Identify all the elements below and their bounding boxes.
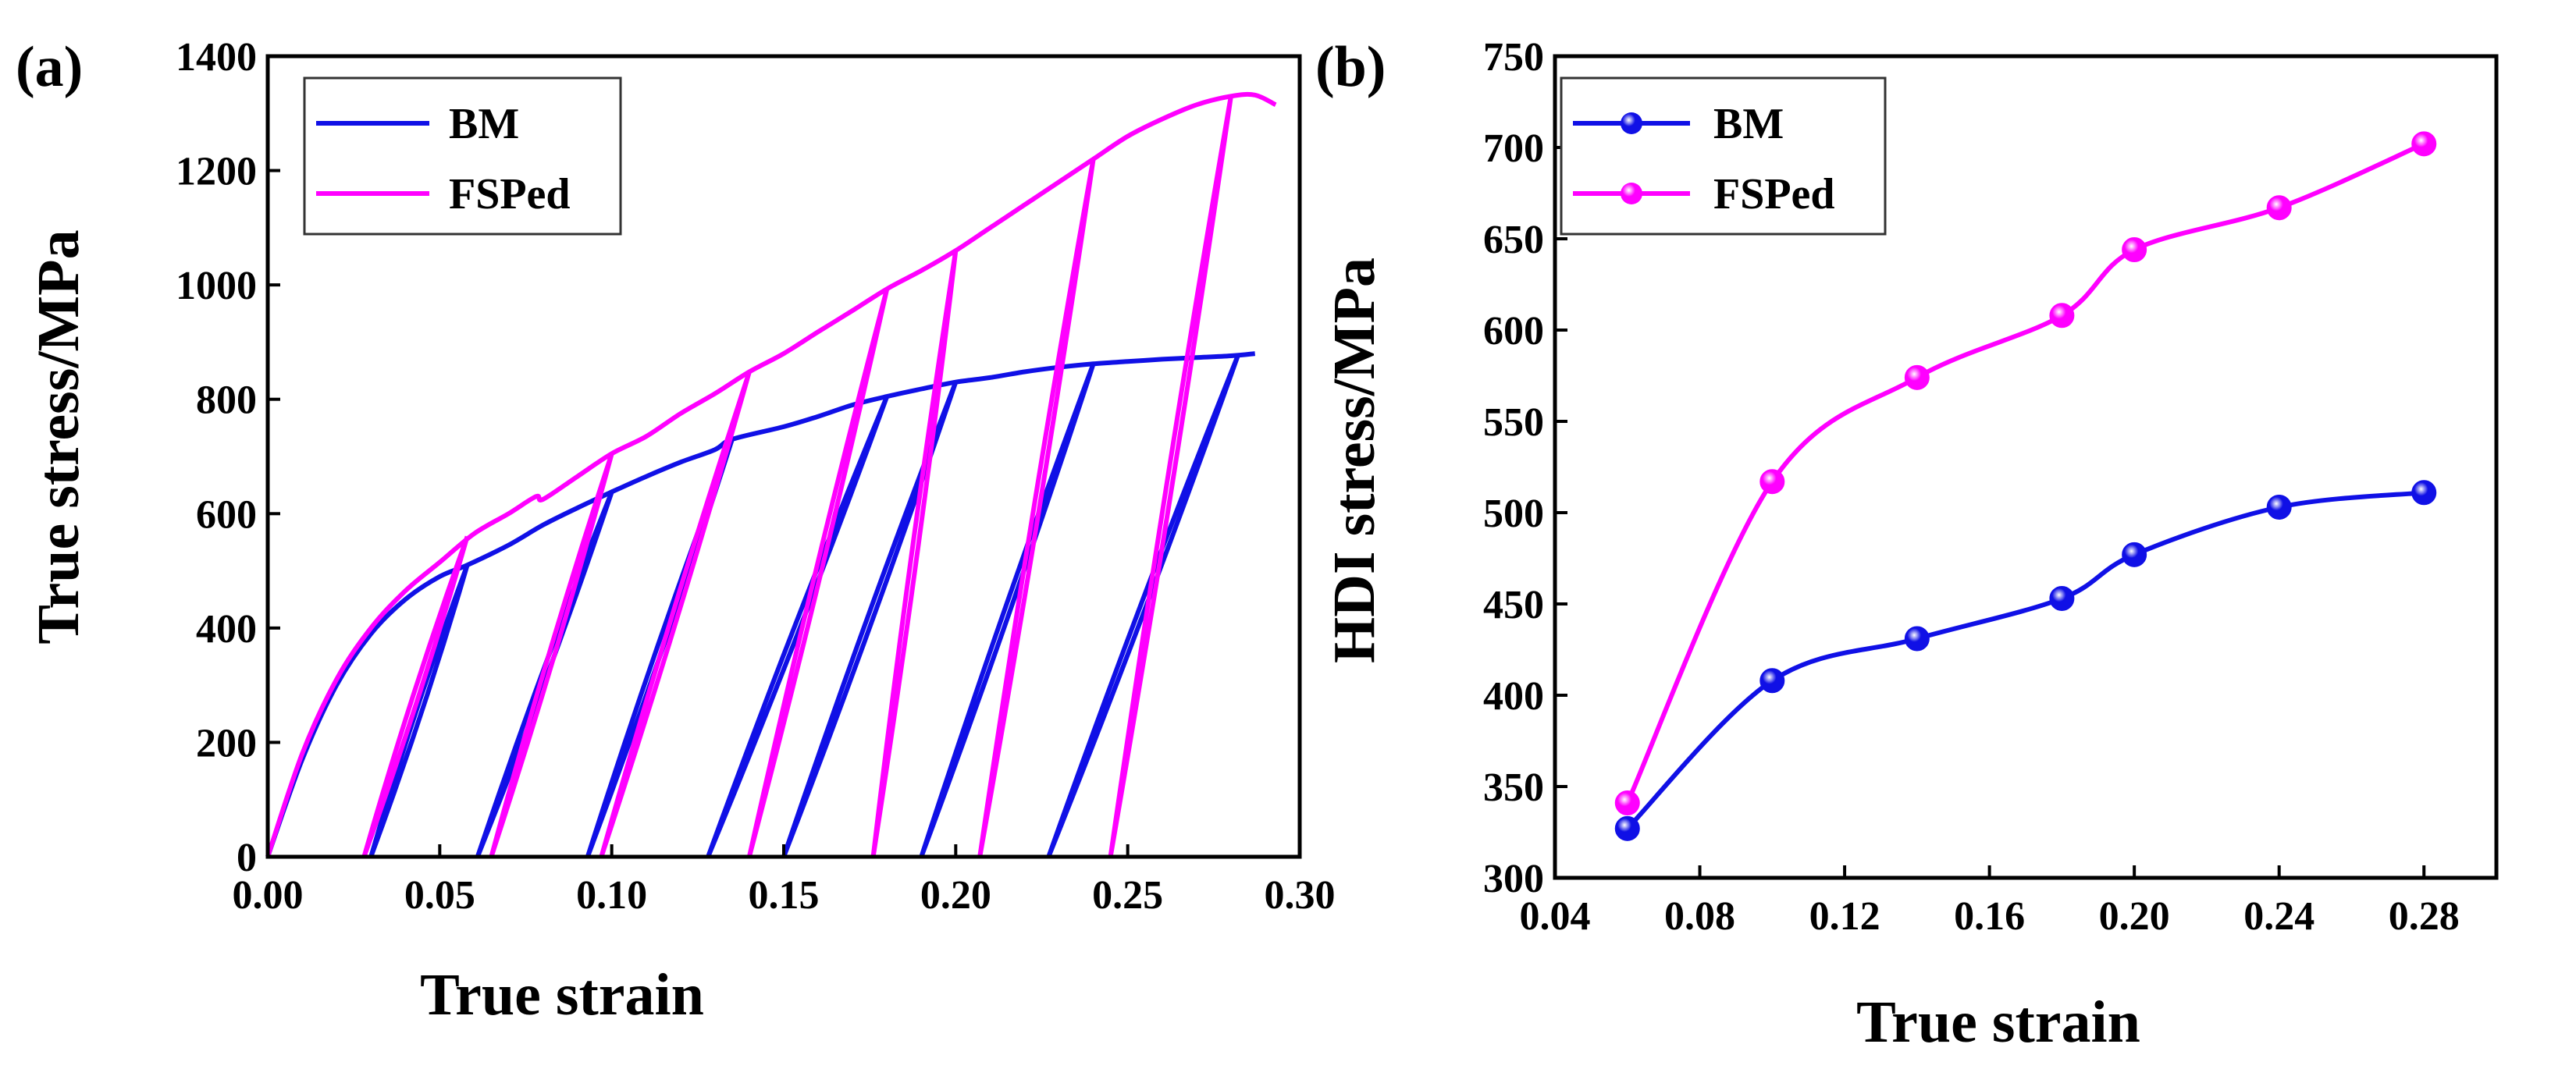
- b-x-tick-label: 0.20: [2099, 894, 2170, 939]
- panel-a-legend-bm-label: BM: [449, 100, 519, 148]
- panel-a-fsped-cycle-loop-5: [870, 250, 959, 858]
- panel-b-legend-fsped-marker: [1621, 183, 1642, 204]
- panel-b-fsped-point: [1759, 469, 1785, 495]
- a-x-tick-label: 0.30: [1265, 873, 1336, 918]
- panel-a-bm-cycle-loop-7: [1046, 354, 1240, 858]
- b-x-tick-label: 0.24: [2243, 894, 2314, 939]
- panel-b-x-axis-label: True strain: [1856, 989, 2140, 1055]
- panel-b-x-ticks: 0.04 0.08 0.12 0.16 0.20 0.24 0.28: [1520, 865, 2460, 939]
- panel-b-points: [1614, 131, 2437, 841]
- b-y-tick-label: 650: [1483, 218, 1544, 262]
- a-y-tick-label: 200: [196, 721, 257, 765]
- panel-b-fsped-point: [2411, 131, 2437, 157]
- b-x-tick-label: 0.08: [1664, 894, 1735, 939]
- panel-b-label: (b): [1315, 35, 1386, 99]
- a-x-tick-label: 0.20: [920, 873, 991, 918]
- panel-a-x-axis-label: True strain: [420, 962, 704, 1028]
- panel-b-bm-point: [2411, 480, 2437, 506]
- a-y-tick-label: 800: [196, 378, 257, 423]
- panel-b-fsped-line: [1625, 141, 2425, 804]
- panel-a-fsped-cycle-loop-6: [977, 158, 1096, 858]
- a-x-tick-label: 0.15: [749, 873, 820, 918]
- panel-b-lines: [1625, 141, 2425, 830]
- b-y-tick-label: 550: [1483, 400, 1544, 445]
- panel-b-bm-point: [2049, 585, 2075, 611]
- panel-b-legend: BM FSPed: [1560, 76, 1887, 236]
- panel-a-fsped-envelope-line: [265, 91, 1277, 858]
- a-y-tick-label: 1000: [176, 264, 257, 308]
- panel-a-bm-cycle-loop-4: [706, 395, 890, 858]
- b-x-tick-label: 0.28: [2389, 894, 2460, 939]
- panel-a-legend-fsped-label: FSPed: [449, 170, 571, 218]
- panel-a-fsped-cycle-loop-7: [1108, 95, 1233, 858]
- b-x-tick-label: 0.16: [1954, 894, 2025, 939]
- b-y-tick-label: 500: [1483, 492, 1544, 536]
- panel-b-fsped-point: [2122, 237, 2147, 263]
- panel-b-bm-point: [1759, 668, 1785, 694]
- a-x-tick-label: 0.10: [576, 873, 647, 918]
- panel-b-bm-line: [1625, 490, 2425, 830]
- panel-a-y-ticks: 0 200 400 600 800 1000 1200 1400: [176, 35, 280, 880]
- panel-b-fsped-point: [2266, 195, 2292, 221]
- a-x-tick-label: 0.00: [233, 873, 304, 918]
- a-x-tick-label: 0.05: [404, 873, 475, 918]
- a-y-tick-label: 1200: [176, 150, 257, 194]
- panel-a-y-axis-label: True stress/MPa: [26, 229, 91, 644]
- panel-a-label: (a): [16, 35, 83, 99]
- panel-b-y-ticks: 300 350 400 450 500 550 600 650 700 750: [1483, 35, 1567, 901]
- panel-b-legend-fsped-label: FSPed: [1713, 170, 1835, 218]
- panel-b-bm-point: [1904, 626, 1930, 652]
- panel-b-legend-bm-label: BM: [1713, 100, 1784, 148]
- panel-b-bm-point: [2266, 494, 2292, 520]
- panel-b-fsped-point: [1904, 364, 1930, 390]
- b-y-tick-label: 350: [1483, 765, 1544, 810]
- panel-a-bm-envelope-line: [265, 351, 1255, 858]
- panel-b-bm-point: [1614, 815, 1640, 841]
- panel-b-y-axis-label: HDI stress/MPa: [1322, 257, 1387, 663]
- panel-a-stress-strain-chart: (a) 0.00 0.05 0.10 0.15 0.20 0.25 0.30 0 200 400…: [16, 35, 1336, 1028]
- panel-b-fsped-point: [2049, 303, 2075, 329]
- b-y-tick-label: 400: [1483, 674, 1544, 719]
- b-y-tick-label: 450: [1483, 583, 1544, 627]
- panel-b-legend-box: [1560, 76, 1887, 236]
- panel-a-legend-box: [303, 76, 622, 236]
- panel-a-legend: BM FSPed: [303, 76, 622, 236]
- a-y-tick-label: 1400: [176, 35, 257, 80]
- b-x-tick-label: 0.04: [1520, 894, 1591, 939]
- a-y-tick-label: 400: [196, 607, 257, 652]
- a-x-tick-label: 0.25: [1092, 873, 1163, 918]
- b-x-tick-label: 0.12: [1809, 894, 1880, 939]
- b-y-tick-label: 300: [1483, 857, 1544, 901]
- panel-b-bm-point: [2122, 542, 2147, 567]
- panel-a-bm-cycle-loop-6: [919, 363, 1096, 858]
- panel-b-legend-bm-marker: [1621, 112, 1642, 134]
- panel-b-hdi-stress-chart: (b) 0.04 0.08 0.12 0.16 0.20 0.24 0.28 300 350 4…: [1315, 35, 2499, 1055]
- panel-b-fsped-point: [1614, 790, 1640, 816]
- a-y-tick-label: 0: [237, 836, 257, 880]
- panel-a-x-ticks: 0.00 0.05 0.10 0.15 0.20 0.25 0.30: [233, 844, 1336, 918]
- b-y-tick-label: 700: [1483, 126, 1544, 171]
- b-y-tick-label: 600: [1483, 309, 1544, 353]
- panel-b-plot-frame: [1553, 54, 2499, 880]
- b-y-tick-label: 750: [1483, 35, 1544, 80]
- a-y-tick-label: 600: [196, 492, 257, 537]
